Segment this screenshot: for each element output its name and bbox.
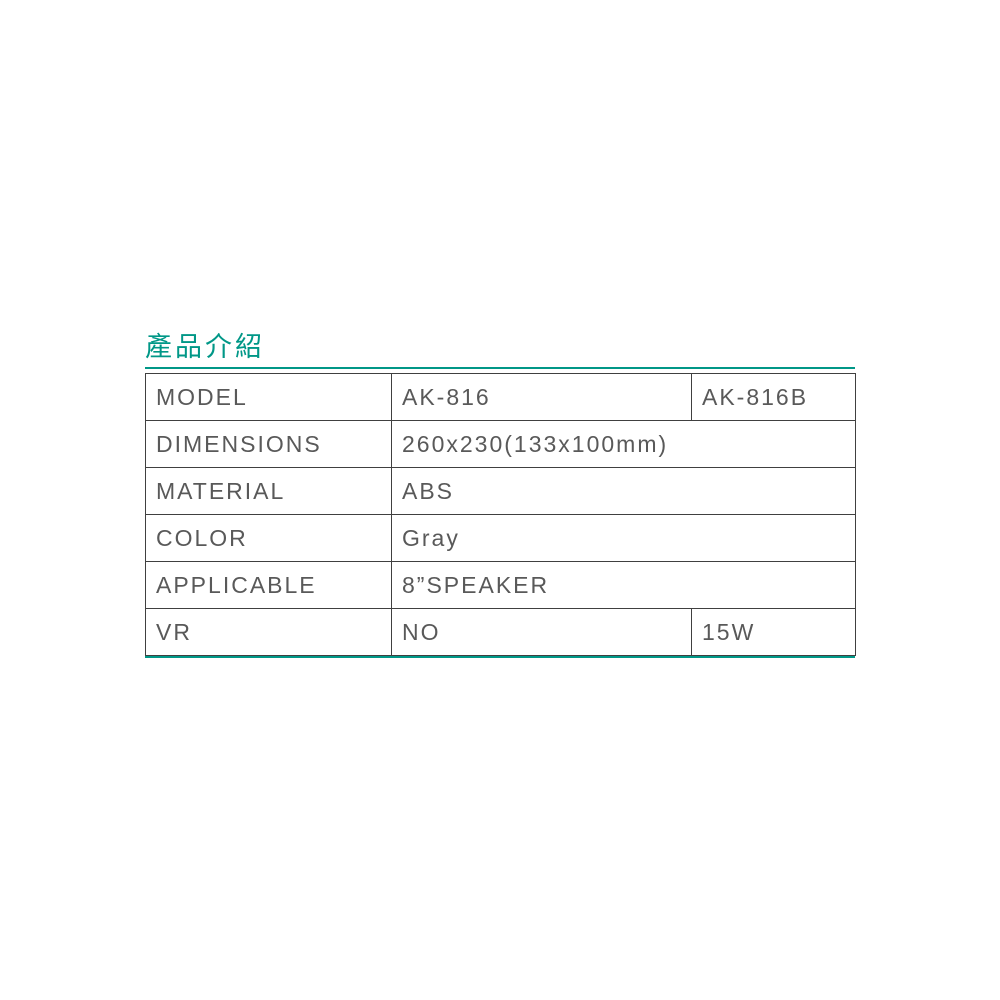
table-row: DIMENSIONS 260x230(133x100mm) [146,421,856,468]
spec-table: MODEL AK-816 AK-816B DIMENSIONS 260x230(… [145,373,856,656]
spec-value: Gray [392,515,856,562]
spec-label: MODEL [146,374,392,421]
spec-value: AK-816B [692,374,856,421]
spec-value: 15W [692,609,856,656]
spec-label: VR [146,609,392,656]
table-row: APPLICABLE 8”SPEAKER [146,562,856,609]
spec-label: APPLICABLE [146,562,392,609]
spec-value: 260x230(133x100mm) [392,421,856,468]
table-row: VR NO 15W [146,609,856,656]
table-row: COLOR Gray [146,515,856,562]
table-row: MODEL AK-816 AK-816B [146,374,856,421]
spec-value: 8”SPEAKER [392,562,856,609]
section-heading: 產品介紹 [145,325,855,369]
spec-value: NO [392,609,692,656]
table-row: MATERIAL ABS [146,468,856,515]
spec-label: MATERIAL [146,468,392,515]
spec-label: DIMENSIONS [146,421,392,468]
spec-value: AK-816 [392,374,692,421]
spec-value: ABS [392,468,856,515]
product-spec-block: 產品介紹 MODEL AK-816 AK-816B DIMENSIONS 260… [145,325,855,658]
section-bottom-rule [145,656,855,658]
spec-label: COLOR [146,515,392,562]
